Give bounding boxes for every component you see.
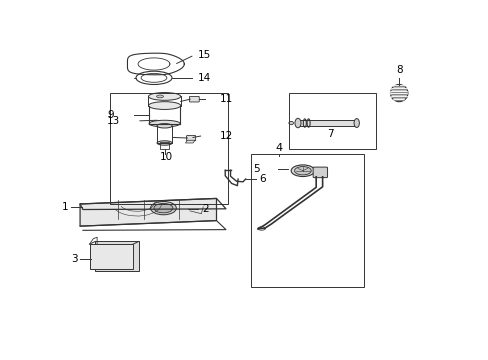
Ellipse shape — [290, 165, 314, 176]
FancyBboxPatch shape — [189, 96, 199, 102]
Bar — [160, 143, 169, 149]
Ellipse shape — [157, 123, 172, 128]
Ellipse shape — [148, 102, 181, 109]
Text: 4: 4 — [275, 143, 282, 153]
Text: 1: 1 — [62, 202, 68, 212]
Text: 11: 11 — [220, 94, 233, 104]
Bar — [288, 93, 375, 149]
Text: 14: 14 — [197, 73, 210, 82]
FancyBboxPatch shape — [312, 167, 327, 177]
Text: 7: 7 — [326, 129, 333, 139]
Ellipse shape — [389, 85, 407, 102]
Ellipse shape — [154, 203, 173, 213]
Bar — [250, 154, 364, 287]
Text: 8: 8 — [395, 65, 402, 75]
Text: 9: 9 — [107, 110, 114, 120]
Ellipse shape — [288, 121, 293, 125]
Ellipse shape — [149, 120, 180, 127]
Ellipse shape — [353, 118, 359, 127]
Text: 10: 10 — [159, 152, 172, 162]
Text: 3: 3 — [71, 255, 78, 264]
Polygon shape — [95, 242, 139, 270]
Text: 15: 15 — [197, 50, 210, 60]
Text: 5: 5 — [253, 164, 260, 174]
Polygon shape — [185, 140, 195, 143]
FancyBboxPatch shape — [181, 205, 195, 212]
Ellipse shape — [150, 202, 176, 215]
Text: 12: 12 — [220, 131, 233, 141]
Text: 6: 6 — [259, 174, 265, 184]
Ellipse shape — [294, 167, 311, 175]
FancyBboxPatch shape — [186, 135, 195, 141]
Text: 13: 13 — [106, 116, 120, 126]
Ellipse shape — [294, 118, 301, 128]
Ellipse shape — [156, 95, 163, 98]
Text: 2: 2 — [202, 204, 208, 214]
Polygon shape — [80, 198, 216, 226]
Ellipse shape — [148, 93, 181, 100]
Polygon shape — [89, 244, 133, 269]
Ellipse shape — [157, 141, 172, 145]
Bar — [110, 93, 227, 204]
Bar — [297, 120, 356, 126]
